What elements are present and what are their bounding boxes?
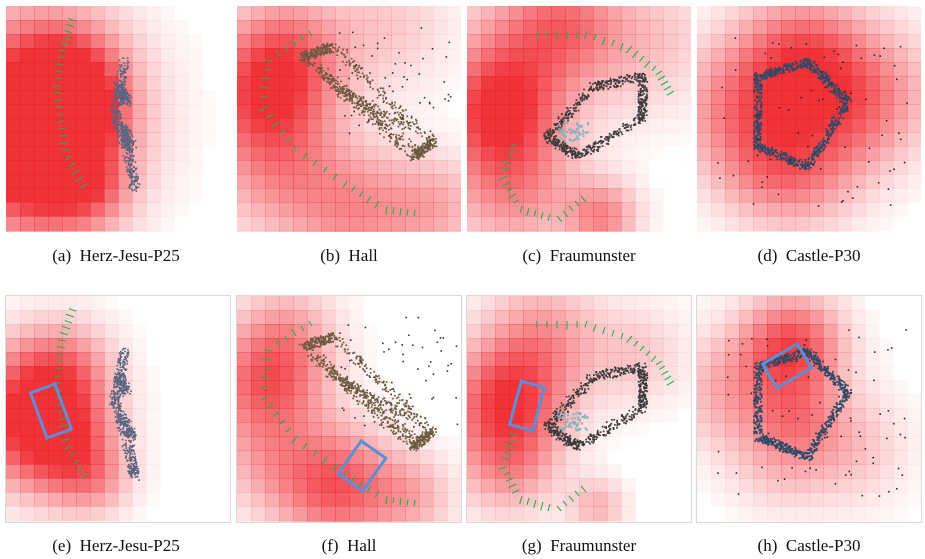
caption-label: (g): [521, 536, 542, 555]
caption-g: (g) Fraumunster: [467, 536, 691, 556]
caption-label: (f): [321, 536, 339, 555]
panel-d: [697, 6, 921, 232]
heatmap-panel: [6, 6, 203, 232]
caption-name: Herz-Jesu-P25: [79, 536, 180, 555]
highlight-box: [28, 382, 74, 440]
caption-label: (h): [757, 536, 778, 555]
caption-label: (d): [757, 246, 778, 265]
caption-label: (a): [52, 246, 72, 265]
caption-name: Hall: [348, 246, 378, 265]
highlight-box: [336, 438, 388, 494]
caption-d: (d) Castle-P30: [697, 246, 921, 266]
caption-e: (e) Herz-Jesu-P25: [4, 536, 228, 556]
caption-name: Castle-P30: [785, 246, 861, 265]
highlight-box: [507, 379, 547, 433]
heatmap-panel: [697, 6, 921, 232]
heatmap-panel: [237, 6, 461, 232]
panel-h: [696, 295, 922, 523]
panel-a: [6, 6, 221, 232]
caption-name: Fraumunster: [549, 246, 636, 265]
heatmap-panel: [6, 296, 161, 522]
highlight-box: [760, 341, 814, 391]
panel-e: [5, 295, 231, 523]
caption-label: (c): [522, 246, 542, 265]
panel-f: [236, 295, 462, 523]
heatmap-panel: [237, 296, 461, 522]
caption-label: (b): [320, 246, 341, 265]
caption-name: Hall: [347, 536, 377, 555]
caption-a: (a) Herz-Jesu-P25: [4, 246, 228, 266]
caption-name: Fraumunster: [550, 536, 637, 555]
caption-b: (b) Hall: [237, 246, 461, 266]
caption-f: (f) Hall: [237, 536, 461, 556]
caption-name: Castle-P30: [785, 536, 861, 555]
caption-h: (h) Castle-P30: [697, 536, 921, 556]
caption-name: Herz-Jesu-P25: [79, 246, 180, 265]
panel-b: [237, 6, 461, 232]
panel-g: [466, 295, 692, 523]
heatmap-panel: [467, 296, 691, 522]
heatmap-panel: [467, 6, 691, 232]
heatmap-panel: [697, 296, 921, 522]
caption-c: (c) Fraumunster: [467, 246, 691, 266]
caption-label: (e): [52, 536, 72, 555]
panel-c: [467, 6, 691, 232]
